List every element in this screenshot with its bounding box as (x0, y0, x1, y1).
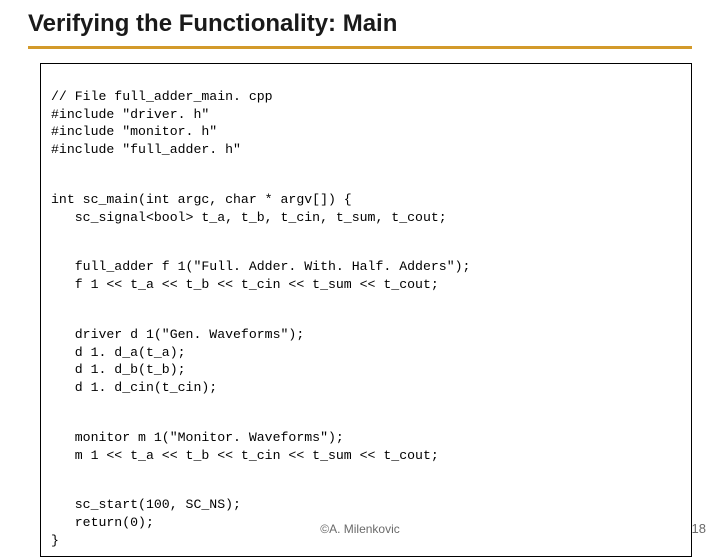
code-line: #include "monitor. h" (51, 124, 217, 139)
code-line: sc_start(100, SC_NS); (51, 497, 241, 512)
slide-container: Verifying the Functionality: Main // Fil… (0, 0, 720, 540)
code-line: #include "full_adder. h" (51, 142, 241, 157)
slide-title: Verifying the Functionality: Main (28, 10, 692, 44)
code-line: full_adder f 1("Full. Adder. With. Half.… (51, 259, 470, 274)
code-line: d 1. d_a(t_a); (51, 345, 186, 360)
code-line: sc_signal<bool> t_a, t_b, t_cin, t_sum, … (51, 210, 447, 225)
code-line: // File full_adder_main. cpp (51, 89, 273, 104)
blank-line (51, 464, 681, 478)
title-underline (28, 46, 692, 49)
code-listing: // File full_adder_main. cpp #include "d… (40, 63, 692, 557)
code-line: monitor m 1("Monitor. Waveforms"); (51, 430, 344, 445)
footer-copyright: ©A. Milenkovic (0, 522, 720, 536)
code-line: #include "driver. h" (51, 107, 209, 122)
code-line: d 1. d_b(t_b); (51, 362, 186, 377)
blank-line (51, 227, 681, 241)
blank-line (51, 397, 681, 411)
page-number: 18 (692, 521, 706, 536)
blank-line (51, 159, 681, 173)
code-line: f 1 << t_a << t_b << t_cin << t_sum << t… (51, 277, 439, 292)
code-line: int sc_main(int argc, char * argv[]) { (51, 192, 352, 207)
code-line: driver d 1("Gen. Waveforms"); (51, 327, 304, 342)
code-line: m 1 << t_a << t_b << t_cin << t_sum << t… (51, 448, 439, 463)
code-line: d 1. d_cin(t_cin); (51, 380, 217, 395)
blank-line (51, 294, 681, 308)
